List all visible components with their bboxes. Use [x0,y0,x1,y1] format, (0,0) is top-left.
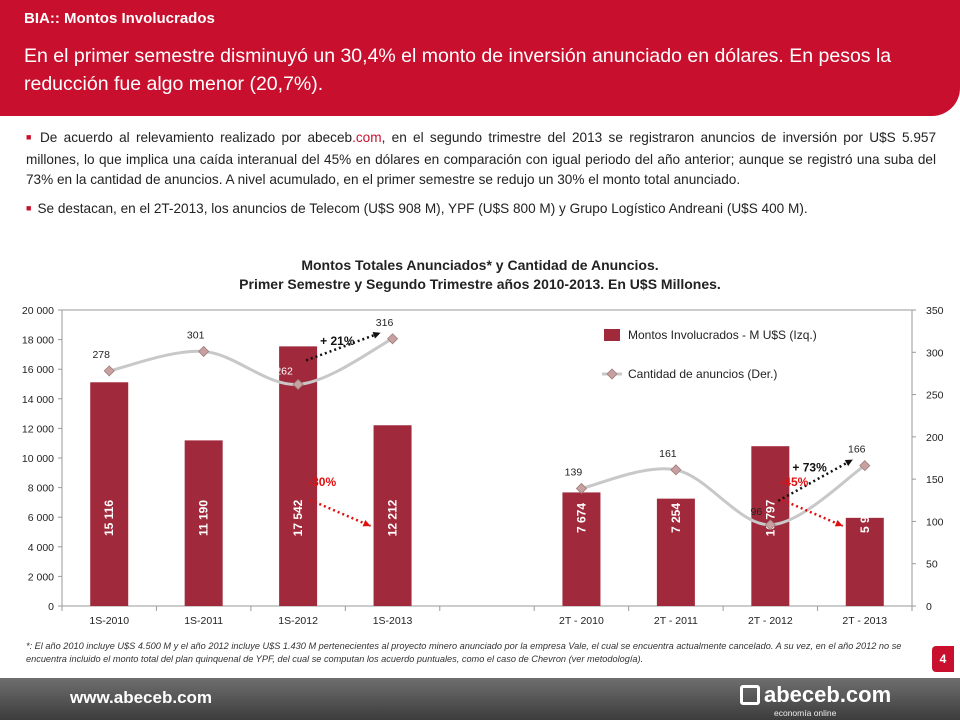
legend-line-label: Cantidad de anuncios (Der.) [628,367,777,381]
x-axis-tick-label: 1S-2012 [278,615,318,627]
annotation-arrowhead [362,519,371,527]
x-axis-tick-label: 2T - 2010 [559,615,604,627]
bar-value-label: 11 190 [197,500,211,536]
left-axis-tick-label: 16 000 [22,364,54,376]
right-axis-tick-label: 0 [926,601,932,613]
x-axis-tick-label: 1S-2010 [89,615,129,627]
left-axis-tick-label: 10 000 [22,453,54,465]
right-axis-tick-label: 300 [926,347,944,359]
slide-title: En el primer semestre disminuyó un 30,4%… [24,45,892,95]
bar [656,498,695,606]
bullet-dotcom: .com [352,130,382,145]
logo-tagline: economía online [774,708,837,718]
square-bullet-icon: ■ [26,202,32,213]
bar-value-label: 5 957 [858,503,872,533]
x-axis-tick-label: 2T - 2011 [654,615,698,627]
bar [373,425,412,606]
annotation-label: + 73% [792,461,827,475]
bullet-list: ■ De acuerdo al relevamiento realizado po… [26,128,936,228]
x-axis-tick-label: 2T - 2012 [748,615,793,627]
series-line [581,464,866,527]
annotation-arrow-line [781,498,844,528]
page-number: 4 [932,646,954,672]
bar [184,440,223,606]
left-axis-tick-label: 20 000 [22,305,54,317]
left-axis-tick-label: 6 000 [28,512,54,524]
logo-mark-icon [740,685,760,705]
abeceb-logo: abeceb.com economía online [740,682,892,718]
chart-title: Montos Totales Anunciados* y Cantidad de… [0,256,960,294]
right-axis-tick-label: 100 [926,516,944,528]
left-axis-tick-label: 18 000 [22,335,54,347]
footer-bar: www.abeceb.com abeceb.com economía onlin… [0,678,960,720]
left-axis-tick-label: 2 000 [28,571,54,583]
x-axis-tick-label: 1S-2011 [184,615,223,627]
annotation-label: + 21% [320,334,355,348]
line-point [764,519,776,531]
bar-value-label: 7 674 [574,503,588,533]
bar-value-label: 12 212 [386,499,400,536]
x-axis-tick-label: 2T - 2013 [842,615,887,627]
line-value-label: 139 [565,466,583,478]
header-banner: BIA:: Montos Involucrados En el primer s… [0,0,960,116]
line-point [198,345,210,358]
annotation-arrow-line [309,498,372,528]
footnote: *: El año 2010 incluye U$S 4.500 M y el … [26,641,902,664]
annotation-arrowhead [834,519,843,527]
bar [845,517,884,606]
left-axis-tick-label: 8 000 [28,483,54,495]
footer-url-link[interactable]: www.abeceb.com [70,688,213,707]
annotation-arrowhead [844,459,853,467]
annotation-label: -30% [308,475,336,489]
bullet-text: De acuerdo al relevamiento realizado por… [39,130,353,145]
bar-value-label: 15 116 [102,500,116,536]
section-kicker: BIA:: Montos Involucrados [24,10,215,27]
square-bullet-icon: ■ [26,132,34,142]
bullet-text: Se destacan, en el 2T-2013, los anuncios… [37,200,808,216]
line-value-label: 166 [848,444,866,456]
left-axis-tick-label: 0 [48,601,54,613]
bar [562,492,601,606]
legend-line-marker [606,368,618,380]
annotation-arrowhead [372,332,381,339]
logo-text: abeceb.com [764,682,892,707]
series-line [108,337,394,386]
bar-value-label: 7 254 [669,503,683,533]
chart-title-line2: Primer Semestre y Segundo Trimestre años… [239,276,721,292]
annotation-arrow-line [777,458,854,502]
chart-title-line1: Montos Totales Anunciados* y Cantidad de… [301,257,659,273]
bar-value-label: 10 797 [763,499,777,536]
line-point [575,482,588,495]
x-axis-tick-label: 1S-2013 [373,615,413,627]
line-value-label: 301 [187,329,205,341]
line-value-label: 96 [750,506,762,518]
bar-value-label: 17 542 [291,499,305,536]
line-point [386,333,399,345]
bullet-item: ■ Se destacan, en el 2T-2013, los anuncio… [26,199,936,221]
line-point [670,464,682,476]
annotation-arrow-line [305,331,381,362]
line-value-label: 161 [659,448,677,460]
right-axis-tick-label: 50 [926,559,938,571]
left-axis-tick-label: 14 000 [22,394,54,406]
combo-chart: 0 2 000 4 000 6 000 8 000 10 000 12 000 14 000 1… [22,305,944,627]
right-axis-tick-label: 200 [926,432,944,444]
bullet-item: ■ De acuerdo al relevamiento realizado po… [26,128,936,191]
legend-bar-swatch [604,329,620,341]
right-axis-tick-label: 350 [926,305,944,317]
line-point [292,378,304,390]
right-axis-tick-label: 250 [926,390,944,402]
bar [90,382,129,606]
line-point [859,460,871,472]
line-value-label: 262 [275,365,293,377]
left-axis-tick-label: 4 000 [28,542,54,554]
legend-bar-label: Montos Involucrados - M U$S (Izq.) [628,328,817,342]
left-axis-tick-label: 12 000 [22,423,54,435]
annotation-label: -45% [780,475,808,489]
line-value-label: 278 [92,349,110,361]
bullet-text: , en el segundo trimestre del 2013 se re… [26,130,937,187]
right-axis-tick-label: 150 [926,474,944,486]
line-value-label: 316 [376,317,394,329]
line-point [103,365,115,377]
